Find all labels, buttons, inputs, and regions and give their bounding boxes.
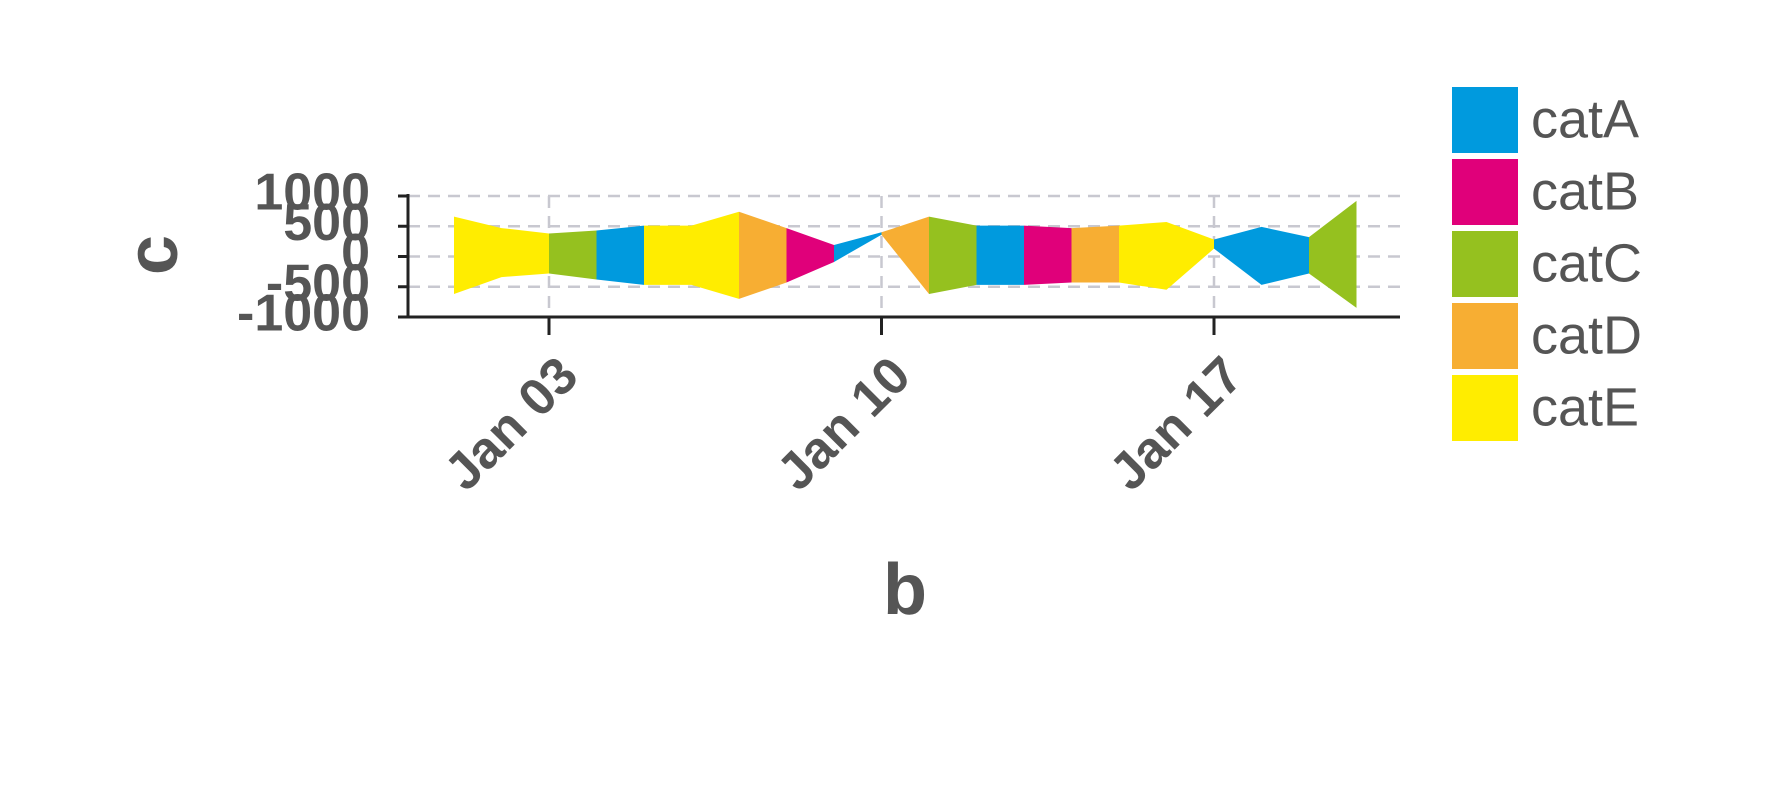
ribbon-segment — [739, 211, 787, 299]
ribbon-segment — [976, 225, 1024, 285]
legend-swatch — [1452, 375, 1518, 441]
legend-label: catC — [1531, 233, 1642, 293]
x-tick-label: Jan 17 — [1099, 346, 1254, 501]
y-axis-title: c — [113, 235, 193, 275]
ribbon-segment — [834, 232, 882, 262]
ribbon-segment — [1071, 225, 1119, 283]
y-tick-label: 500 — [283, 194, 370, 252]
ribbon-segment — [549, 230, 597, 280]
ribbon-segment — [929, 216, 977, 295]
ribbon-segment — [1309, 200, 1357, 308]
x-tick-label: Jan 10 — [766, 346, 921, 501]
legend-swatch — [1452, 159, 1518, 225]
ribbon-segment — [786, 228, 834, 283]
ribbon-segment — [1119, 222, 1167, 290]
ribbon-segment — [1214, 226, 1262, 285]
ribbon-segment — [644, 225, 692, 285]
legend-swatch — [1452, 303, 1518, 369]
legend-swatch — [1452, 87, 1518, 153]
ribbon-segment — [691, 211, 739, 299]
legend-label: catB — [1531, 161, 1639, 221]
y-tick-label: 1000 — [254, 164, 370, 222]
ribbon-segment — [501, 228, 549, 278]
y-tick-label: -500 — [266, 254, 370, 312]
legend-label: catE — [1531, 377, 1639, 437]
ribbon-segment — [1024, 225, 1072, 285]
x-tick-label: Jan 03 — [434, 346, 589, 501]
y-tick-label: 0 — [341, 224, 370, 282]
legend-swatch — [1452, 231, 1518, 297]
ribbon-segment — [1166, 222, 1214, 290]
legend-label: catD — [1531, 305, 1642, 365]
y-tick-label: -1000 — [237, 285, 370, 343]
ribbon-segment — [1261, 226, 1309, 285]
ribbon-segment — [881, 216, 929, 295]
x-axis-title: b — [883, 550, 927, 630]
legend-label: catA — [1531, 89, 1639, 149]
ribbon-segment — [454, 216, 502, 295]
ribbon-segment — [596, 225, 644, 285]
